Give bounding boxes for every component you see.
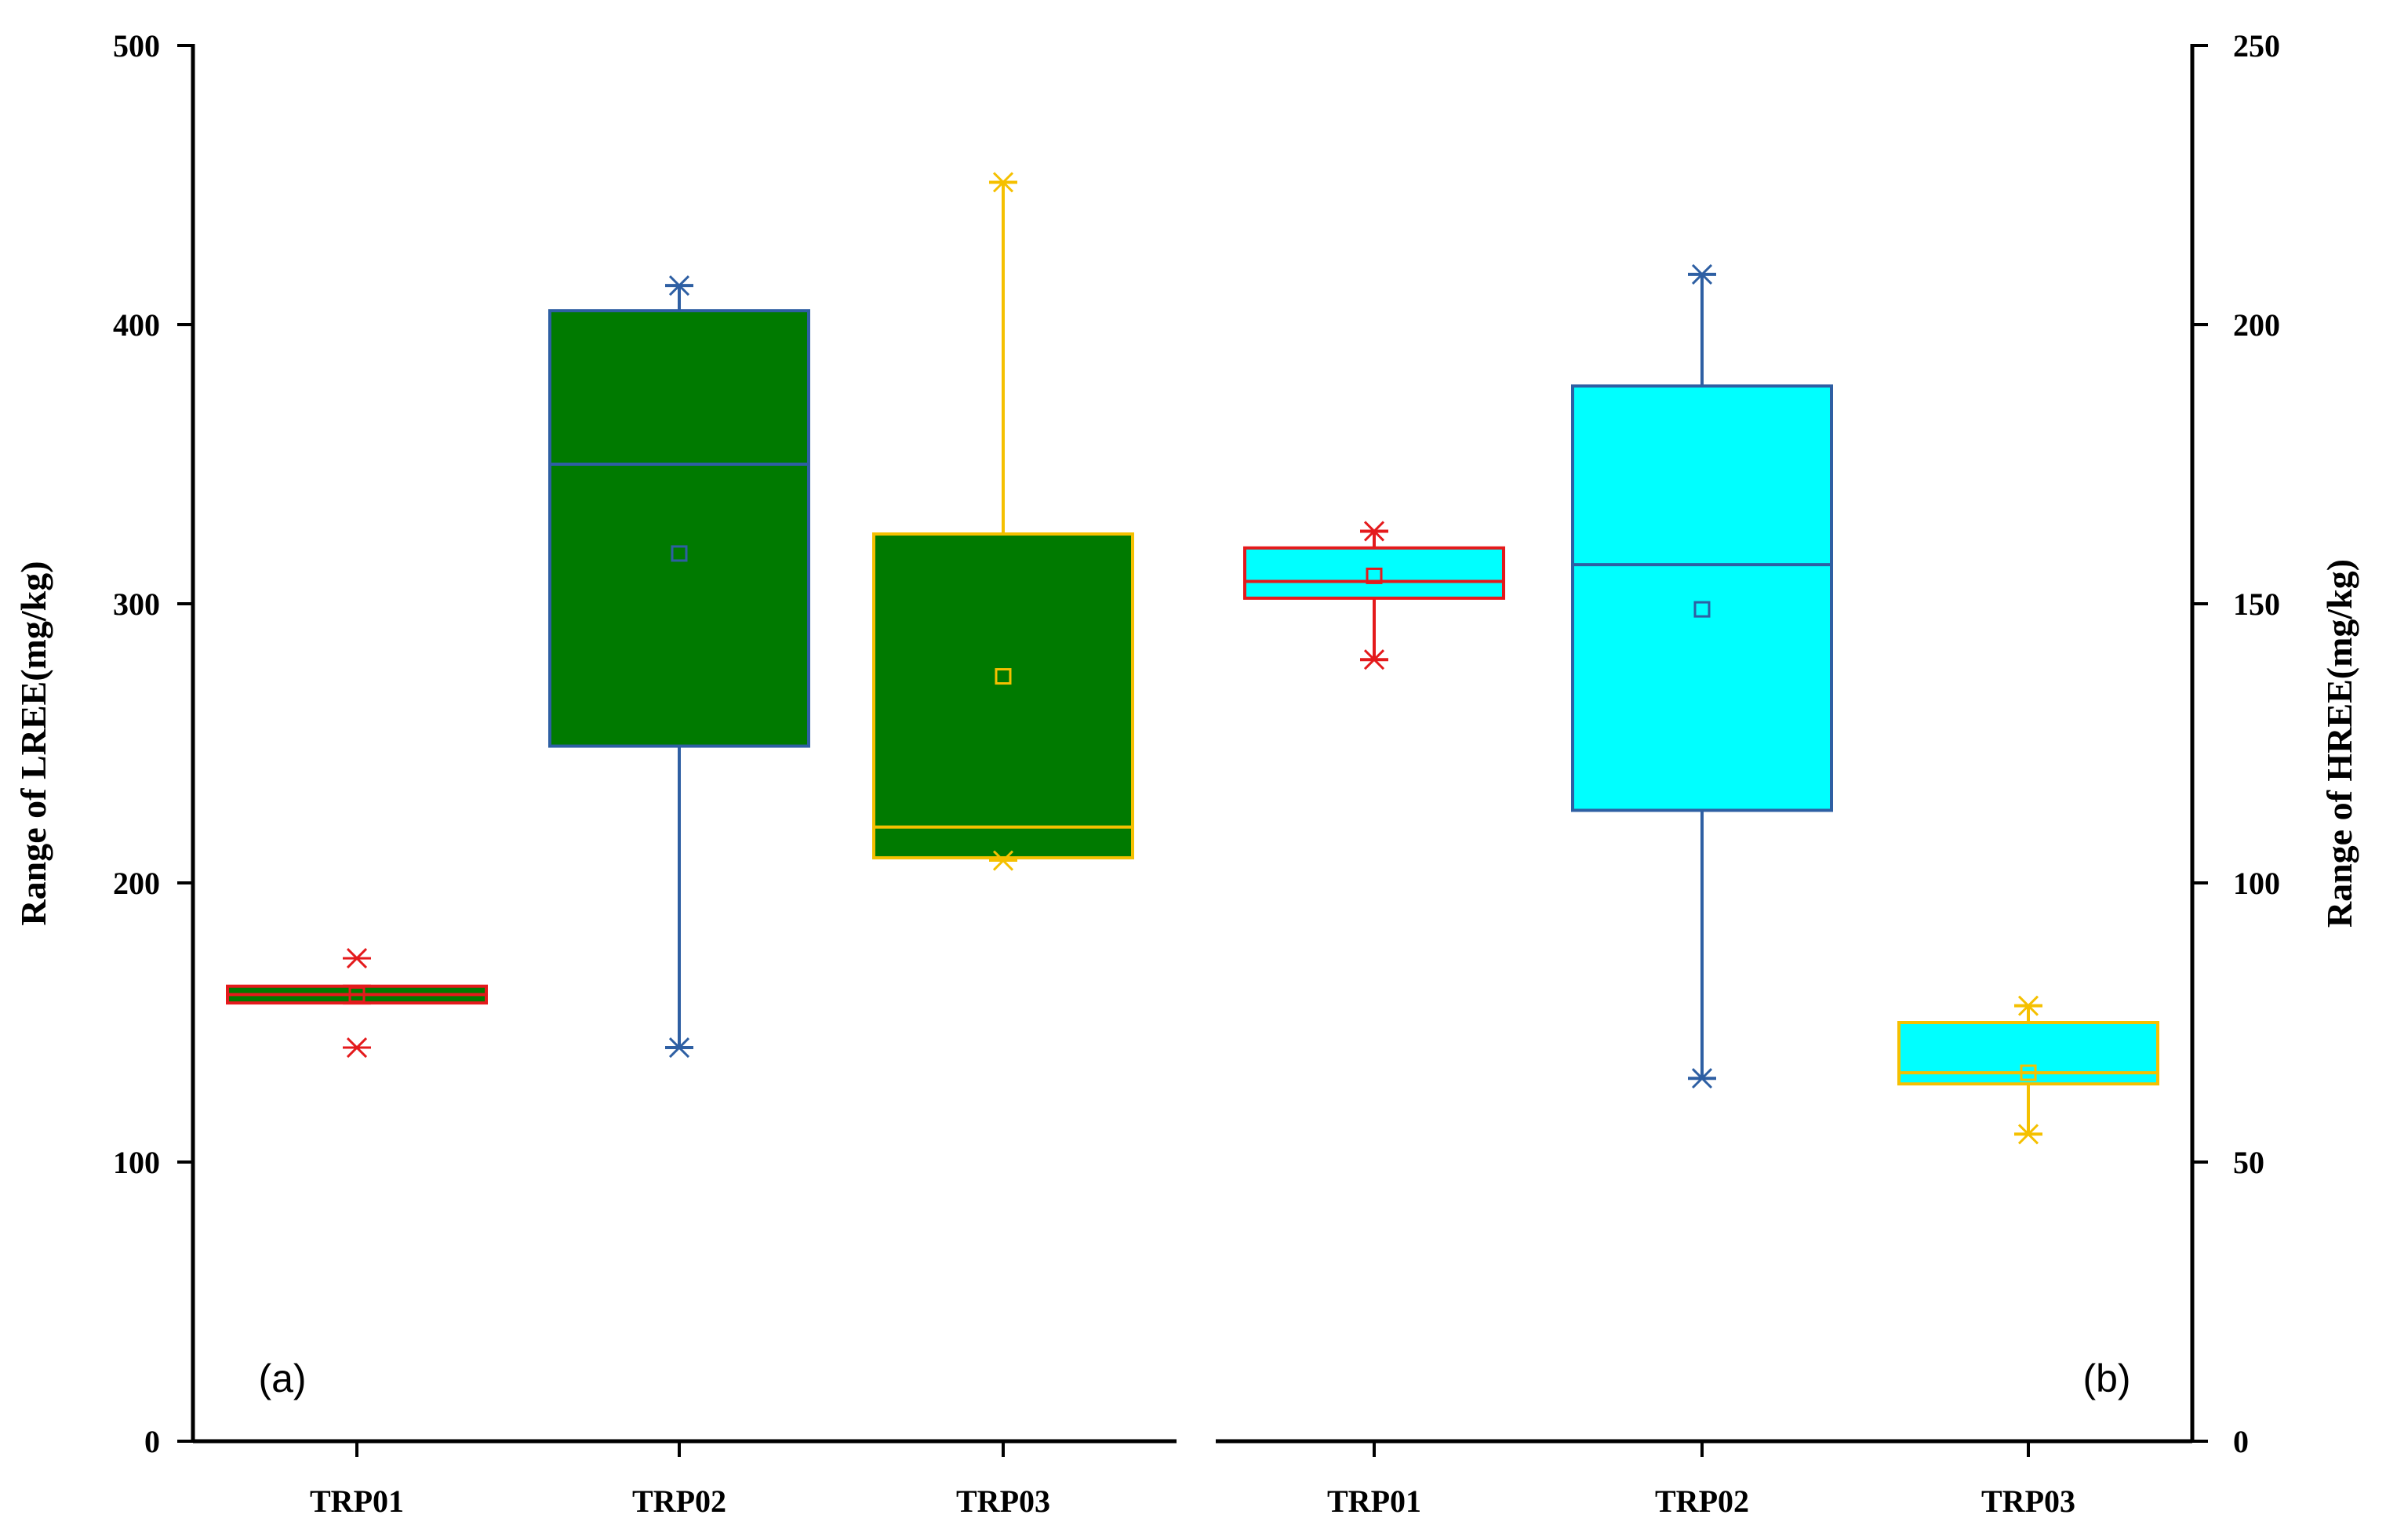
- min-marker: [665, 1037, 693, 1059]
- marks-layer: [226, 172, 2159, 1145]
- y-tick-label: 100: [113, 1145, 160, 1180]
- box-1-TRP02: [548, 275, 810, 1059]
- mean-marker: [1693, 601, 1711, 618]
- box-2-TRP02: [1571, 263, 1833, 1089]
- max-marker: [665, 275, 693, 296]
- iqr-box: [872, 532, 1134, 859]
- min-marker: [2014, 1124, 2042, 1145]
- max-marker: [1360, 521, 1388, 542]
- iqr-box: [1897, 1021, 2159, 1086]
- iqr-box: [1243, 546, 1505, 600]
- panel-label: (a): [258, 1357, 306, 1400]
- y-tick-label: 200: [2233, 307, 2280, 343]
- min-marker: [1360, 649, 1388, 670]
- y-tick-label: 300: [113, 587, 160, 622]
- x-tick-label: TRP01: [1327, 1484, 1421, 1519]
- x-tick-label: TRP02: [1655, 1484, 1749, 1519]
- max-marker: [989, 172, 1017, 193]
- box-2-TRP03: [1897, 995, 2159, 1145]
- x-tick-label: TRP02: [632, 1484, 726, 1519]
- y-tick-label: 0: [144, 1424, 160, 1459]
- x-tick-label: TRP03: [956, 1484, 1050, 1519]
- panel-label: (b): [2082, 1357, 2130, 1400]
- y-axis-title-left: Range of LREE(mg/kg): [13, 561, 53, 925]
- y-tick-label: 400: [113, 307, 160, 343]
- x-tick-label: TRP03: [1981, 1484, 2075, 1519]
- y-tick-label: 50: [2233, 1145, 2264, 1180]
- y-axis-title-right: Range of HREE(mg/kg): [2319, 559, 2359, 928]
- y-tick-label: 250: [2233, 28, 2280, 64]
- axes-layer: [177, 44, 2208, 1457]
- mean-marker: [995, 668, 1012, 685]
- max-marker: [1688, 263, 1716, 285]
- iqr-box: [548, 309, 810, 748]
- y-tick-label: 0: [2233, 1424, 2249, 1459]
- box-1-TRP03: [872, 172, 1134, 871]
- y-tick-label: 500: [113, 28, 160, 64]
- box-2-TRP01: [1243, 521, 1505, 670]
- iqr-box: [1571, 384, 1833, 812]
- mean-marker: [671, 545, 688, 562]
- y-tick-label: 150: [2233, 587, 2280, 622]
- mean-marker: [348, 986, 366, 1003]
- y-tick-label: 200: [113, 866, 160, 901]
- mean-marker: [2020, 1064, 2037, 1081]
- min-marker: [1688, 1068, 1716, 1089]
- box-1-TRP01: [226, 948, 488, 1059]
- x-tick-label: TRP01: [310, 1484, 404, 1519]
- y-tick-label: 100: [2233, 866, 2280, 901]
- max-marker: [343, 948, 371, 969]
- min-marker: [343, 1037, 371, 1059]
- max-marker: [2014, 995, 2042, 1016]
- min-marker: [989, 850, 1017, 871]
- mean-marker: [1366, 567, 1383, 584]
